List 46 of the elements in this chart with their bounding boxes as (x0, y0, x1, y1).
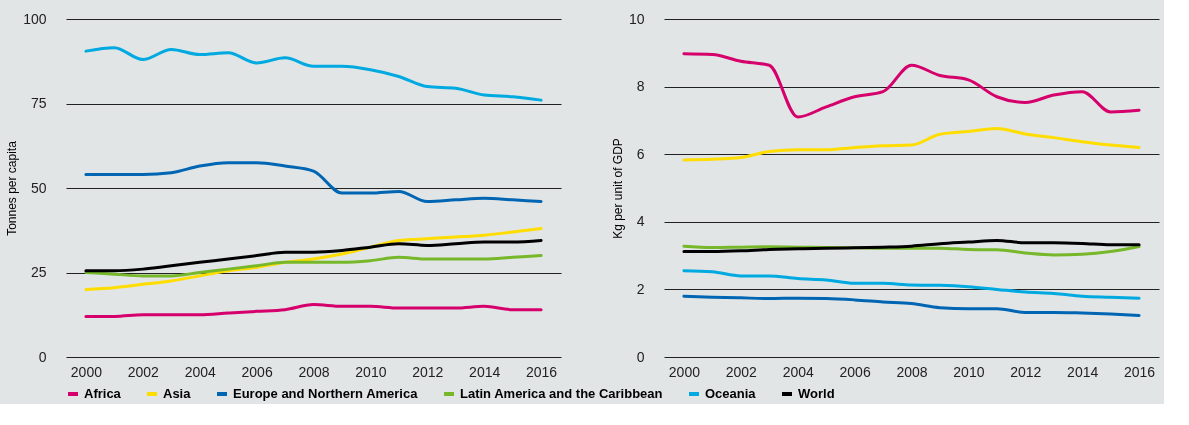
legend-label: World (798, 386, 835, 401)
y-tick-label: 2 (636, 280, 645, 297)
line-series (682, 238, 1141, 254)
line-series (84, 46, 543, 102)
x-tick-label: 2014 (1067, 363, 1099, 380)
legend-label: Asia (163, 386, 192, 401)
legend-label: Oceania (705, 386, 757, 401)
x-tick-label: 2016 (526, 363, 558, 380)
y-axis-title: Tonnes per capita (5, 140, 20, 236)
legend-label: Europe and Northern America (233, 386, 419, 401)
line-series (84, 161, 543, 204)
x-tick-label: 2002 (725, 363, 758, 380)
y-tick-label: 75 (30, 95, 47, 111)
y-tick-label: 0 (636, 348, 645, 365)
y-axis-title: Kg per unit of GDP (610, 138, 625, 239)
x-tick-label: 2008 (896, 363, 928, 380)
x-tick-label: 2008 (298, 363, 330, 380)
x-tick-label: 2010 (355, 363, 387, 380)
x-tick-label: 2006 (839, 363, 871, 380)
x-tick-label: 2004 (782, 363, 814, 380)
line-series (682, 127, 1141, 162)
line-series (84, 254, 543, 278)
legend-label: Africa (84, 386, 122, 401)
y-tick-label: 100 (23, 10, 47, 27)
x-tick-label: 2016 (1124, 363, 1156, 380)
y-tick-label: 25 (30, 264, 47, 280)
x-tick-label: 2014 (469, 363, 501, 380)
y-tick-label: 4 (636, 213, 645, 230)
line-series (682, 52, 1141, 119)
x-tick-label: 2004 (184, 363, 216, 380)
legend-label: Latin America and the Caribbean (460, 386, 663, 401)
x-tick-label: 2000 (668, 363, 701, 380)
x-tick-label: 2002 (127, 363, 160, 380)
x-tick-label: 2012 (412, 363, 444, 380)
y-tick-label: 8 (636, 78, 645, 95)
line-series (682, 269, 1141, 300)
y-tick-label: 0 (38, 348, 47, 365)
y-tick-label: 50 (30, 179, 47, 196)
line-series (682, 294, 1141, 317)
y-tick-label: 10 (628, 10, 645, 27)
line-series (84, 303, 543, 318)
x-tick-label: 2010 (953, 363, 985, 380)
x-tick-label: 2006 (241, 363, 273, 380)
x-tick-label: 2012 (1010, 363, 1042, 380)
y-tick-label: 6 (636, 145, 645, 162)
x-tick-label: 2000 (70, 363, 103, 380)
